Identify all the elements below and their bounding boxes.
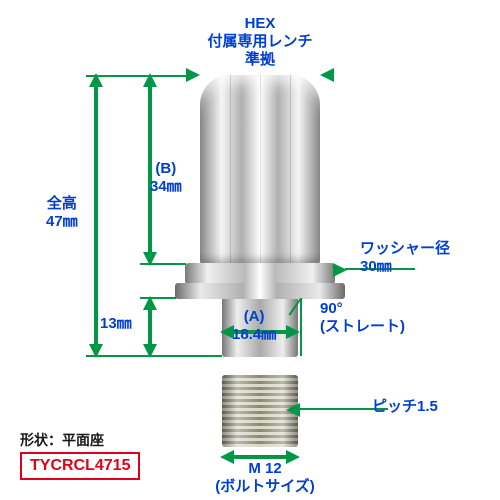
- bolt-label: M 12 (ボルトサイズ): [210, 460, 320, 496]
- shape-type-label: 形状：平面座: [20, 430, 104, 450]
- lugnut-body: [200, 75, 320, 265]
- a-label: (A) 18.4㎜: [232, 308, 276, 344]
- part-number-box: TYCRCL4715: [20, 452, 140, 480]
- total-height-label: 全高 47㎜: [46, 195, 78, 231]
- hex-label: HEX 付属専用レンチ 準拠: [195, 15, 325, 69]
- pitch-label: ピッチ1.5: [372, 398, 438, 416]
- b-label: (B) 34㎜: [150, 160, 182, 196]
- diagram-stage: HEX 付属専用レンチ 準拠 全高 47㎜ (B) 34㎜ 13㎜ (A) 18…: [0, 0, 500, 500]
- thirteen-label: 13㎜: [100, 315, 132, 333]
- lugnut-flange: [185, 263, 335, 285]
- washer-label: ワッシャー径 30㎜: [360, 240, 450, 276]
- lugnut-washer: [175, 283, 345, 299]
- ninety-label: 90° (ストレート): [320, 300, 405, 336]
